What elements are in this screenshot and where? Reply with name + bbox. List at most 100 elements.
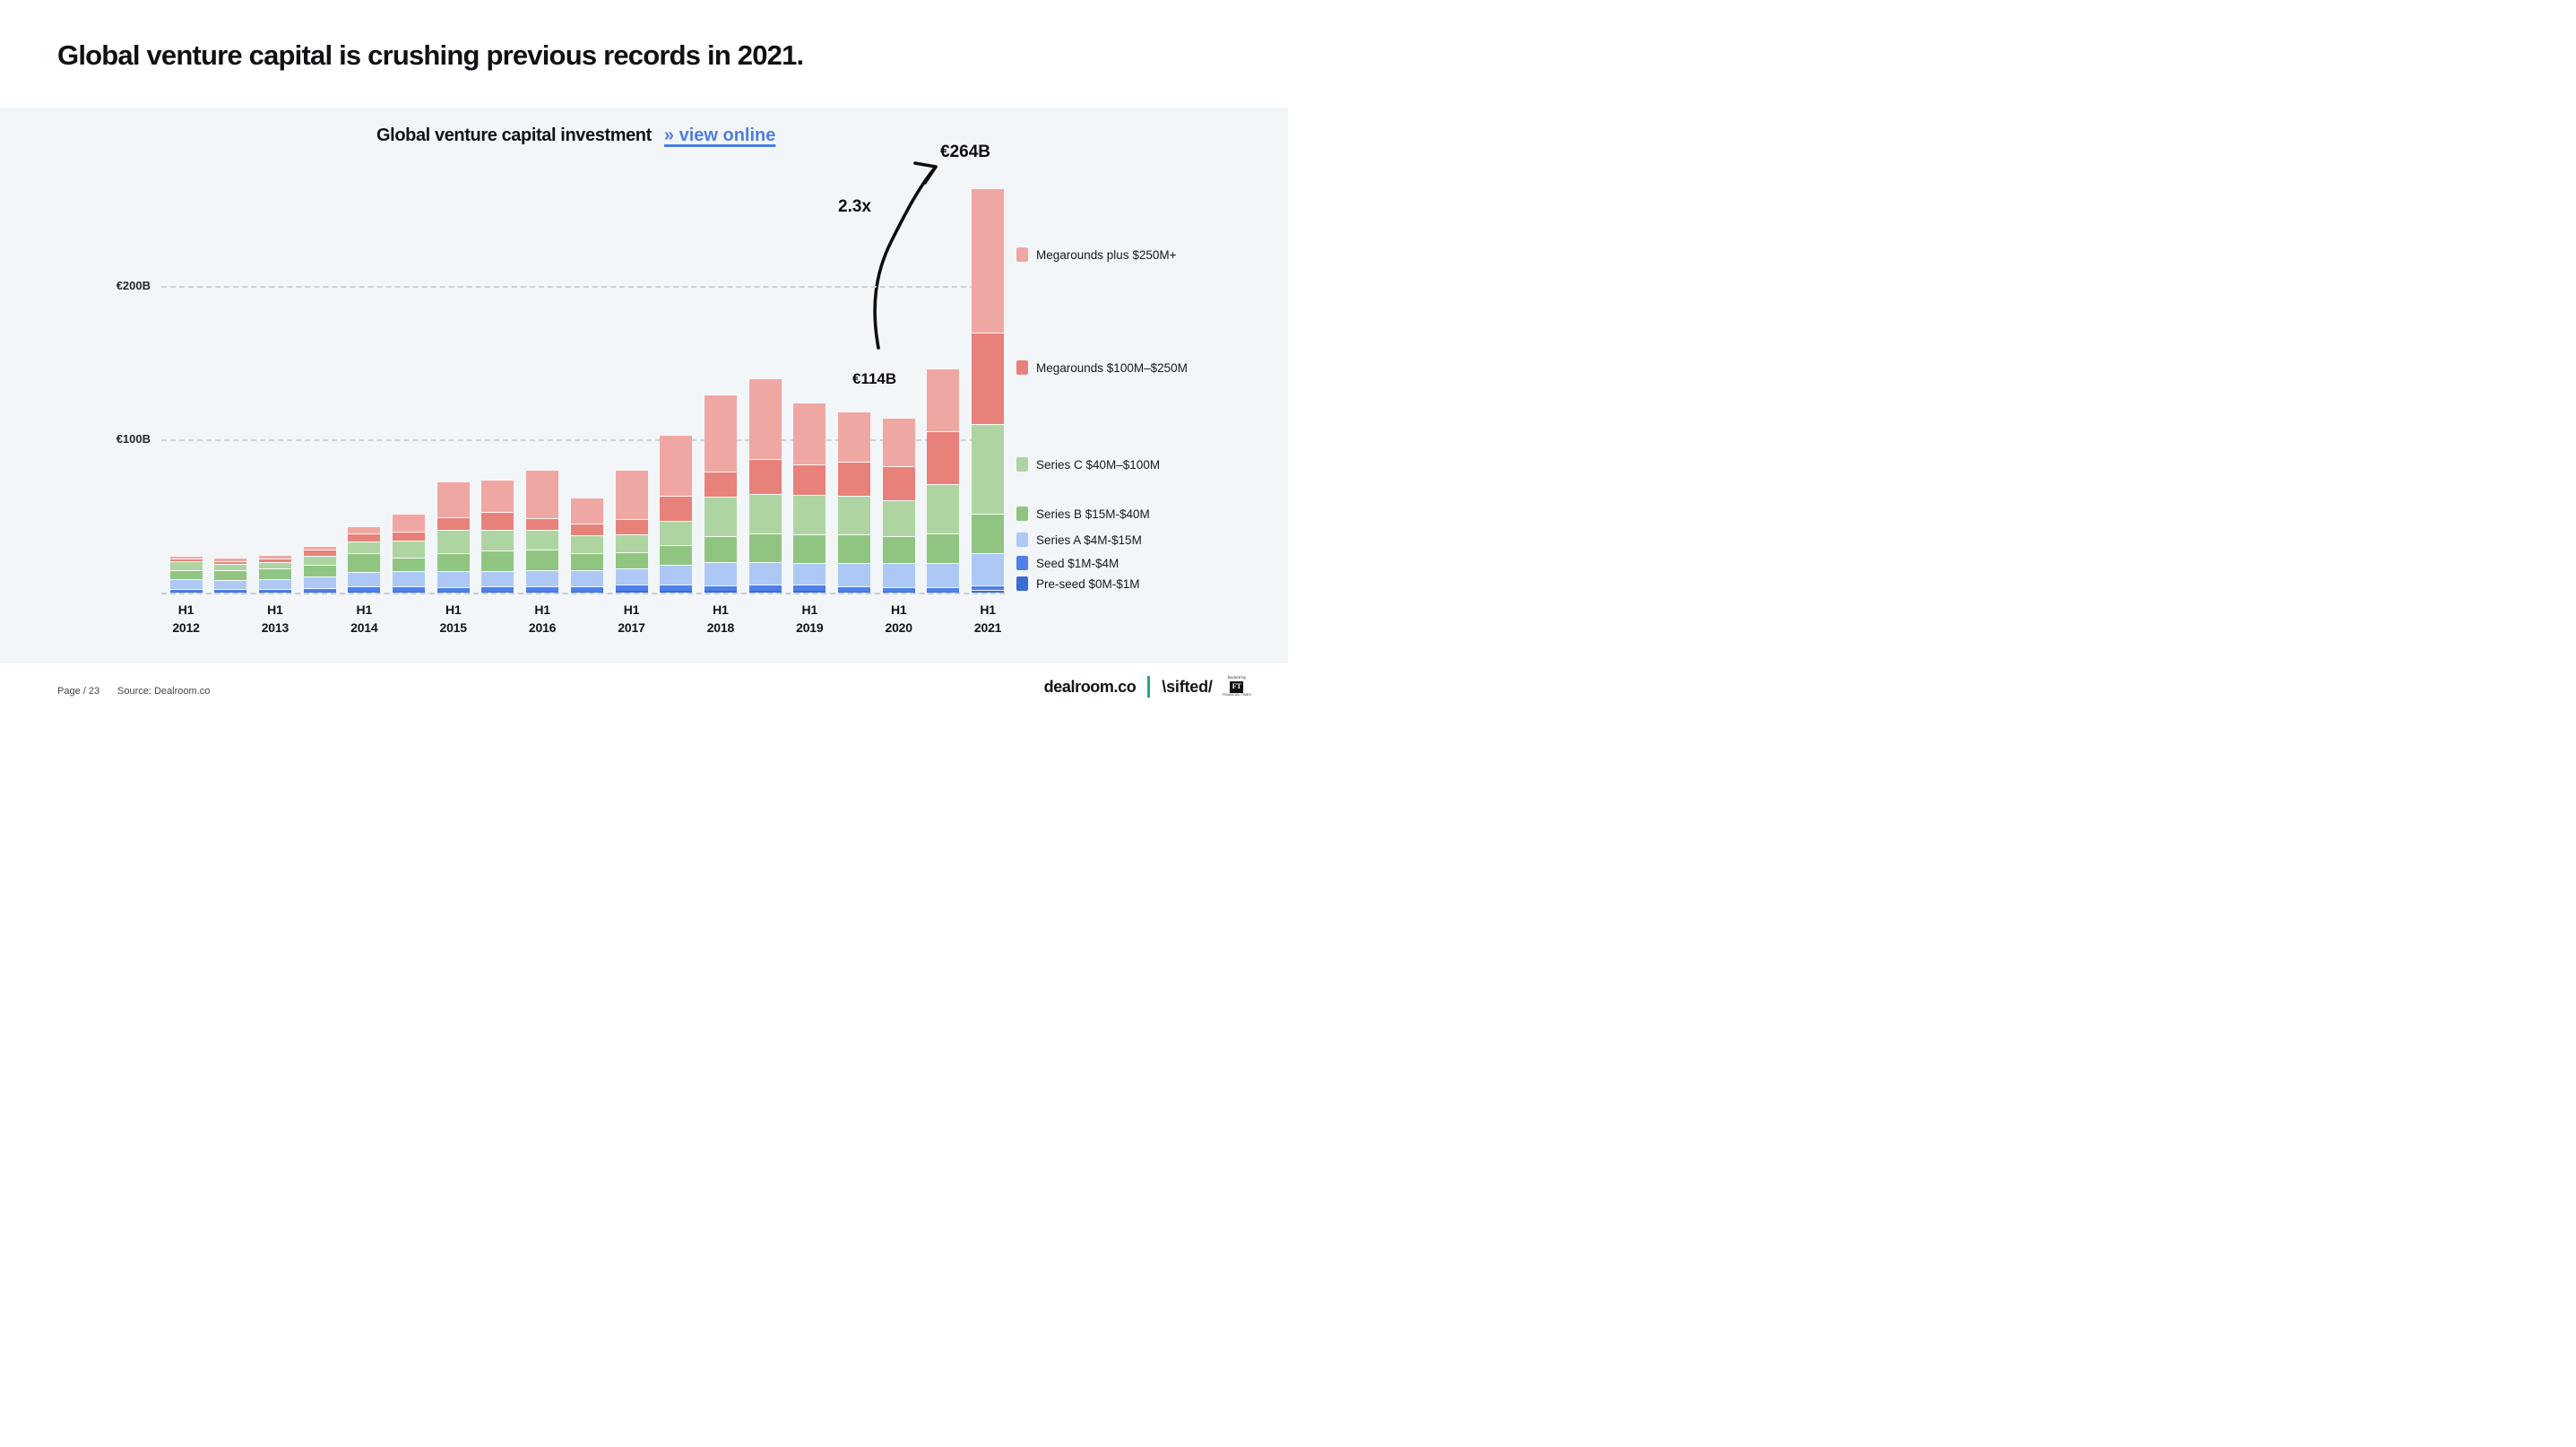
segment-megarounds-h2-2015 — [481, 479, 514, 513]
bar-h1-2018 — [704, 394, 737, 593]
x-axis-tick-2016: H1 2016 — [528, 602, 557, 635]
segment-seed-h2-2016 — [570, 585, 603, 592]
gridline-100b — [161, 439, 1002, 441]
segment-series-h2-2013 — [303, 555, 336, 565]
segment-seed-h2-2019 — [838, 586, 870, 592]
ft-logo-icon: FT — [1230, 680, 1244, 693]
segment-megarounds-h1-2015 — [437, 481, 470, 518]
segment-series-h1-2019 — [793, 534, 826, 563]
segment-series-h1-2021 — [972, 513, 1005, 553]
segment-series-h1-2015 — [437, 530, 470, 553]
segment-series-h2-2014 — [393, 571, 425, 587]
segment-seed-h2-2017 — [660, 584, 693, 592]
segment-megarounds-h1-2013 — [258, 555, 291, 559]
sifted-logo: \sifted/ — [1162, 677, 1213, 696]
segment-pre-seed-h2-2012 — [214, 592, 247, 593]
segment-megarounds-h2-2016 — [570, 524, 603, 536]
segment-series-h1-2018 — [704, 535, 737, 563]
segment-series-h2-2012 — [214, 564, 247, 570]
x-axis-tick-2018: H1 2018 — [706, 602, 735, 635]
brand-divider — [1147, 676, 1151, 698]
segment-pre-seed-h2-2018 — [748, 591, 782, 593]
segment-megarounds-h1-2014 — [348, 525, 381, 533]
segment-pre-seed-h2-2013 — [303, 591, 336, 593]
legend-swatch-icon — [1016, 507, 1028, 521]
segment-series-h1-2013 — [258, 568, 291, 580]
segment-series-h1-2017 — [615, 552, 648, 568]
bar-h1-2019 — [793, 403, 826, 593]
segment-series-h2-2017 — [660, 565, 693, 585]
segment-seed-h1-2013 — [258, 588, 291, 593]
segment-megarounds-h1-2016 — [526, 518, 559, 531]
footer-brands: dealroom.co \sifted/ backed by FT FINANC… — [1044, 676, 1251, 698]
view-online-link[interactable]: » view online — [663, 126, 776, 145]
segment-pre-seed-h1-2014 — [348, 591, 381, 593]
x-axis-tick-2021: H1 2021 — [973, 602, 1002, 635]
segment-series-h2-2017 — [660, 545, 693, 566]
segment-series-h2-2016 — [570, 553, 603, 570]
legend-label: Megarounds $100M–$250M — [1036, 360, 1188, 375]
segment-pre-seed-h2-2017 — [660, 591, 693, 593]
segment-megarounds-h1-2017 — [615, 519, 648, 534]
bar-h2-2017 — [660, 434, 693, 593]
footer: Page / 23 Source: Dealroom.co dealroom.c… — [0, 663, 1288, 724]
legend-label: Seed $1M-$4M — [1036, 556, 1119, 570]
segment-series-h2-2014 — [393, 541, 425, 559]
segment-series-h2-2015 — [481, 550, 514, 571]
segment-seed-h1-2012 — [169, 589, 203, 593]
footer-page-number: Page / 23 — [57, 686, 100, 697]
segment-series-h1-2016 — [526, 549, 559, 570]
segment-seed-h2-2014 — [393, 586, 425, 592]
bar-h2-2020 — [927, 368, 960, 593]
bar-h2-2014 — [393, 513, 425, 593]
legend-item-2: Megarounds $100M–$250M — [1016, 360, 1188, 375]
segment-megarounds-h1-2016 — [526, 470, 559, 519]
chart-panel: Global venture capital investment » view… — [0, 108, 1288, 663]
x-axis-tick-2012: H1 2012 — [172, 602, 200, 635]
legend-label: Series C $40M–$100M — [1036, 457, 1161, 472]
segment-series-h1-2016 — [526, 569, 559, 586]
bar-h1-2012 — [169, 556, 203, 593]
legend-label: Series B $15M-$40M — [1036, 507, 1150, 521]
annotation-peak-value: €264B — [940, 143, 990, 161]
segment-series-h2-2019 — [838, 534, 870, 563]
segment-seed-h1-2014 — [348, 586, 381, 592]
chart-header: Global venture capital investment » view… — [376, 126, 775, 146]
bar-h2-2018 — [748, 377, 782, 593]
segment-series-h1-2018 — [704, 497, 737, 536]
segment-series-h2-2018 — [748, 493, 782, 533]
segment-series-h1-2014 — [348, 553, 381, 573]
bar-h1-2017 — [615, 470, 648, 593]
segment-series-h1-2021 — [972, 552, 1005, 586]
segment-megarounds-h2-2013 — [303, 549, 336, 556]
bar-h1-2015 — [437, 481, 470, 593]
legend-item-6: Seed $1M-$4M — [1016, 556, 1119, 570]
legend-label: Megarounds plus $250M+ — [1036, 247, 1177, 262]
segment-series-h1-2017 — [615, 568, 648, 585]
segment-pre-seed-h2-2014 — [393, 591, 425, 593]
segment-series-h1-2015 — [437, 552, 470, 572]
segment-megarounds-h1-2018 — [704, 394, 737, 472]
segment-megarounds-h1-2015 — [437, 517, 470, 531]
x-axis-tick-2017: H1 2017 — [618, 602, 645, 635]
segment-seed-h1-2017 — [615, 585, 648, 592]
segment-megarounds-h1-2017 — [615, 470, 648, 520]
bar-h2-2013 — [303, 545, 336, 593]
segment-series-h1-2015 — [437, 571, 470, 587]
segment-megarounds-h2-2018 — [748, 458, 782, 494]
segment-series-h2-2015 — [481, 529, 514, 550]
segment-megarounds-h2-2020 — [927, 368, 960, 432]
bar-h2-2016 — [570, 498, 603, 593]
segment-series-h2-2020 — [927, 563, 960, 587]
segment-pre-seed-h1-2021 — [972, 590, 1005, 593]
segment-megarounds-h1-2019 — [793, 403, 826, 464]
legend-label: Series A $4M-$15M — [1036, 533, 1142, 547]
x-axis-tick-2015: H1 2015 — [439, 602, 468, 635]
segment-series-h1-2019 — [793, 495, 826, 535]
segment-pre-seed-h1-2015 — [437, 591, 470, 593]
legend-item-3: Series C $40M–$100M — [1016, 457, 1160, 472]
segment-megarounds-h1-2020 — [882, 465, 915, 501]
page-title: Global venture capital is crushing previ… — [57, 39, 804, 71]
x-axis-tick-2020: H1 2020 — [885, 602, 913, 635]
legend-item-5: Series A $4M-$15M — [1016, 533, 1142, 547]
